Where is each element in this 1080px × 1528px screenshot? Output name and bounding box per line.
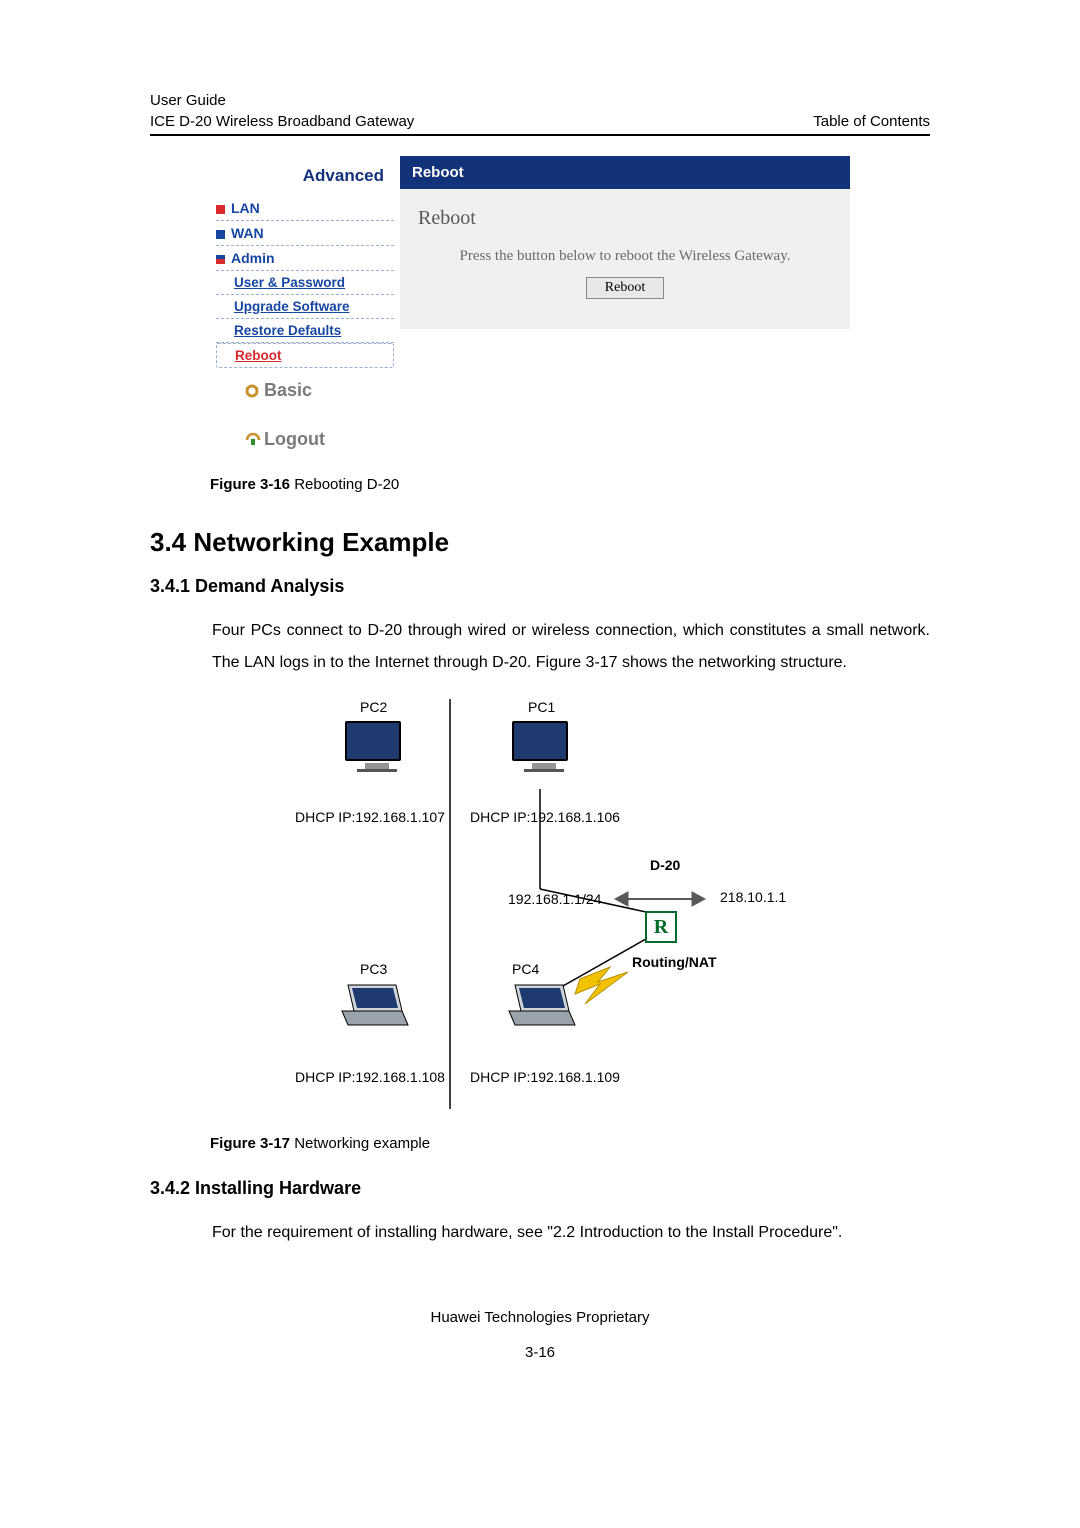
network-diagram: PC2 DHCP IP:192.168.1.107 PC1 DHCP IP:19… [260,699,820,1129]
pc3-icon [338,981,410,1029]
nav-user-password[interactable]: User & Password [216,271,394,295]
wan-ip-label: 218.10.1.1 [720,889,786,905]
pc4-ip: DHCP IP:192.168.1.109 [470,1069,620,1085]
nav-restore-defaults[interactable]: Restore Defaults [216,319,394,343]
pc3-label: PC3 [360,961,387,977]
square-icon [216,255,225,264]
pc1-icon [512,721,576,773]
gear-icon [244,383,260,399]
reboot-ui-screenshot: Advanced LAN WAN Admin User & Password U… [210,156,850,462]
basic-label: Basic [264,380,312,400]
pc2-label: PC2 [360,699,387,715]
pc1-ip: DHCP IP:192.168.1.106 [470,809,620,825]
reboot-description: Press the button below to reboot the Wir… [412,248,838,265]
nav-upgrade-software[interactable]: Upgrade Software [216,295,394,319]
nav-admin[interactable]: Admin [216,246,394,271]
figure-label: Figure 3-17 [210,1135,290,1152]
ui-sidebar: Advanced LAN WAN Admin User & Password U… [210,156,400,462]
pc3-ip: DHCP IP:192.168.1.108 [295,1069,445,1085]
router-icon: R [645,911,677,943]
page-header: User Guide ICE D-20 Wireless Broadband G… [150,90,930,136]
nav-lan-label: LAN [231,200,260,216]
figure-text: Networking example [290,1135,430,1152]
figure-3-16-caption: Figure 3-16 Rebooting D-20 [210,476,930,493]
header-left: User Guide ICE D-20 Wireless Broadband G… [150,90,414,132]
tab-reboot[interactable]: Reboot [400,156,850,189]
routing-nat-label: Routing/NAT [632,954,717,970]
logout-label: Logout [264,429,325,449]
nav-wan-label: WAN [231,225,264,241]
figure-label: Figure 3-16 [210,476,290,493]
basic-link[interactable]: Basic [216,368,394,401]
square-icon [216,205,225,214]
header-right: Table of Contents [813,111,930,132]
paragraph-installing-hardware: For the requirement of installing hardwa… [212,1217,930,1249]
pc4-label: PC4 [512,961,539,977]
reboot-heading: Reboot [412,207,838,230]
paragraph-demand-analysis: Four PCs connect to D-20 through wired o… [212,615,930,679]
reboot-button[interactable]: Reboot [586,277,664,299]
footer-page-number: 3-16 [150,1344,930,1361]
page: User Guide ICE D-20 Wireless Broadband G… [0,0,1080,1528]
section-3-4-1-heading: 3.4.1 Demand Analysis [150,576,930,597]
figure-3-17-caption: Figure 3-17 Networking example [210,1135,930,1152]
nav-wan[interactable]: WAN [216,221,394,246]
advanced-heading: Advanced [216,162,394,196]
ui-main: Reboot Reboot Press the button below to … [400,156,850,462]
nav-admin-label: Admin [231,250,275,266]
pc2-ip: DHCP IP:192.168.1.107 [295,809,445,825]
pc1-label: PC1 [528,699,555,715]
figure-text: Rebooting D-20 [290,476,399,493]
nav-lan[interactable]: LAN [216,196,394,221]
section-3-4-2-heading: 3.4.2 Installing Hardware [150,1178,930,1199]
product-line: ICE D-20 Wireless Broadband Gateway [150,111,414,132]
guide-line: User Guide [150,90,414,111]
plug-icon [244,431,262,449]
reboot-panel: Reboot Press the button below to reboot … [400,189,850,329]
square-icon [216,230,225,239]
nav-reboot[interactable]: Reboot [216,343,394,368]
lan-ip-label: 192.168.1.1/24 [508,891,601,907]
pc2-icon [345,721,409,773]
logout-link[interactable]: Logout [216,401,394,450]
pc4-icon [505,981,577,1029]
footer-proprietary: Huawei Technologies Proprietary [150,1309,930,1326]
section-3-4-heading: 3.4 Networking Example [150,527,930,558]
d20-label: D-20 [650,857,680,873]
